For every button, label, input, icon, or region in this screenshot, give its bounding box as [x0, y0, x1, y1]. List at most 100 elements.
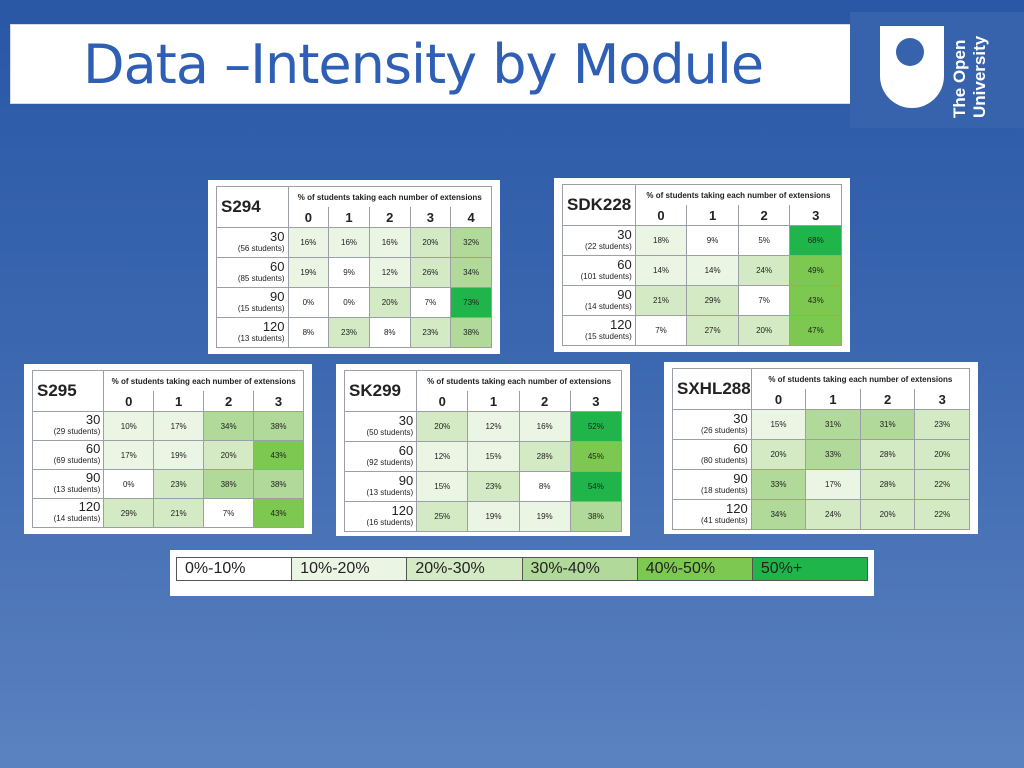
row-student-count: (15 students) — [585, 331, 632, 341]
heat-cell: 14% — [634, 255, 688, 286]
heat-cell: 23% — [153, 469, 205, 499]
column-header: 2 — [203, 391, 255, 412]
heat-cell: 20% — [859, 499, 916, 530]
heat-cell: 27% — [686, 315, 739, 346]
module-table: S295% of students taking each number of … — [31, 370, 304, 528]
heat-cell: 17% — [805, 469, 861, 500]
row-student-count: (26 students) — [701, 425, 748, 435]
row-label: 120 — [262, 318, 285, 334]
module-table: SK299% of students taking each number of… — [343, 370, 623, 532]
heat-cell: 23% — [328, 317, 370, 348]
heat-cell: 38% — [569, 501, 623, 532]
row-header: 90 (15 students) — [216, 287, 289, 318]
logo-text-line-1: The Open — [950, 39, 969, 118]
heat-cell: 52% — [569, 411, 623, 442]
heat-cell: 54% — [569, 471, 623, 502]
row-student-count: (92 students) — [366, 457, 414, 467]
heat-cell: 16% — [287, 227, 330, 258]
heat-cell: 23% — [914, 409, 970, 440]
row-label: 90 — [733, 470, 748, 486]
column-header: 0 — [634, 205, 688, 226]
legend-item-3: 30%-40% — [522, 558, 638, 580]
column-header: 1 — [686, 205, 739, 226]
heat-cell: 38% — [450, 317, 492, 348]
heat-cell: 12% — [416, 441, 469, 472]
table-row: 90 (13 students) 15% 23% 8% 54% — [343, 471, 623, 502]
row-student-count: (80 students) — [701, 455, 748, 465]
table-caption: % of students taking each number of exte… — [634, 184, 843, 205]
row-student-count: (50 students) — [366, 427, 414, 437]
module-name: SXHL288 — [672, 368, 752, 410]
row-student-count: (29 students) — [53, 427, 101, 436]
row-header: 60 (101 students) — [562, 255, 636, 286]
row-label: 90 — [398, 472, 414, 488]
heat-cell: 28% — [859, 469, 916, 500]
table-caption: % of students taking each number of exte… — [287, 186, 493, 207]
table-row: 30 (56 students) 16% 16% 16% 20% 32% — [216, 227, 492, 258]
logo-text-line-2: University — [970, 35, 989, 118]
legend-item-1: 10%-20% — [292, 558, 408, 580]
row-label: 90 — [85, 470, 101, 485]
heat-cell: 19% — [467, 501, 520, 532]
column-header: 3 — [914, 389, 970, 410]
heat-cell: 18% — [634, 225, 688, 256]
heat-cell: 8% — [518, 471, 571, 502]
logo-shield-icon — [880, 26, 944, 108]
row-header: 90 (13 students) — [343, 471, 418, 502]
open-university-logo: The Open University — [850, 12, 1024, 128]
module-table: SXHL288% of students taking each number … — [672, 368, 971, 530]
heat-cell: 29% — [103, 498, 155, 528]
heat-cell: 7% — [737, 285, 791, 316]
heat-cell: 16% — [368, 227, 411, 258]
row-label: 90 — [270, 288, 285, 304]
heat-cell: 73% — [450, 287, 492, 318]
heat-cell: 43% — [253, 440, 304, 470]
row-student-count: (41 students) — [701, 515, 748, 525]
heat-cell: 24% — [805, 499, 861, 530]
column-header: 1 — [805, 389, 861, 410]
column-header: 3 — [789, 205, 842, 226]
row-label: 30 — [270, 228, 285, 244]
row-label: 30 — [398, 412, 414, 428]
row-label: 60 — [270, 258, 285, 274]
module-name: SDK228 — [562, 184, 636, 226]
heat-cell: 31% — [859, 409, 916, 440]
heat-cell: 43% — [789, 285, 842, 316]
heat-cell: 17% — [153, 411, 205, 441]
module-table: SDK228% of students taking each number o… — [562, 184, 843, 346]
row-header: 90 (18 students) — [672, 469, 752, 500]
heat-cell: 34% — [750, 499, 807, 530]
heat-cell: 10% — [103, 411, 155, 441]
heat-cell: 20% — [750, 439, 807, 470]
table-row: 60 (101 students) 14% 14% 24% 49% — [562, 255, 842, 286]
column-header: 3 — [253, 391, 304, 412]
row-student-count: (13 students) — [237, 333, 285, 343]
heat-cell: 29% — [686, 285, 739, 316]
row-student-count: (16 students) — [366, 517, 414, 527]
column-header: 0 — [750, 389, 807, 410]
row-label: 30 — [85, 412, 101, 427]
row-label: 30 — [617, 226, 632, 242]
row-label: 60 — [617, 256, 632, 272]
heat-cell: 16% — [518, 411, 571, 442]
column-header: 2 — [859, 389, 916, 410]
column-header: 1 — [328, 207, 370, 228]
row-header: 60 (85 students) — [216, 257, 289, 288]
heat-cell: 32% — [450, 227, 492, 258]
row-header: 30 (56 students) — [216, 227, 289, 258]
heat-cell: 34% — [450, 257, 492, 288]
row-header: 90 (13 students) — [31, 469, 105, 499]
table-row: 30 (29 students) 10% 17% 34% 38% — [31, 411, 304, 441]
row-label: 90 — [617, 286, 632, 302]
heat-cell: 20% — [737, 315, 791, 346]
module-table-card-s295: S295% of students taking each number of … — [24, 364, 312, 534]
heat-cell: 15% — [750, 409, 807, 440]
heat-cell: 28% — [518, 441, 571, 472]
module-name: SK299 — [343, 370, 418, 412]
module-name: S294 — [216, 186, 289, 228]
heat-cell: 22% — [914, 469, 970, 500]
heat-cell: 24% — [737, 255, 791, 286]
row-student-count: (15 students) — [237, 303, 285, 313]
heat-cell: 33% — [805, 439, 861, 470]
row-header: 60 (69 students) — [31, 440, 105, 470]
